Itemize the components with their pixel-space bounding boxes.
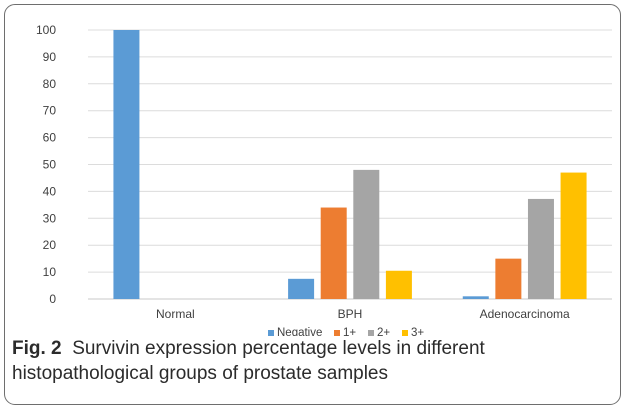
x-tick-label: BPH xyxy=(338,307,363,321)
bar xyxy=(462,296,489,299)
y-tick-label: 60 xyxy=(43,131,57,145)
x-tick-label: Adenocarcinoma xyxy=(480,307,570,321)
y-tick-label: 50 xyxy=(43,158,57,172)
bar xyxy=(385,270,412,299)
x-tick-label: Normal xyxy=(156,307,195,321)
legend-swatch xyxy=(268,330,274,336)
y-tick-label: 90 xyxy=(43,50,57,64)
bars xyxy=(113,30,587,299)
bar xyxy=(320,207,347,299)
y-tick-label: 40 xyxy=(43,184,57,198)
bar xyxy=(495,258,522,299)
bar-chart: 0 10 20 30 40 50 60 70 80 90 100 Normal BPH Adenocar… xyxy=(36,23,612,336)
y-tick-labels: 0 10 20 30 40 50 60 70 80 90 100 xyxy=(36,23,56,306)
bar xyxy=(288,278,315,299)
y-tick-label: 20 xyxy=(43,238,57,252)
legend: Negative 1+ 2+ 3+ xyxy=(268,327,424,336)
y-tick-label: 10 xyxy=(43,265,57,279)
legend-swatch xyxy=(334,330,340,336)
x-tick-labels: Normal BPH Adenocarcinoma xyxy=(156,307,570,321)
legend-label: 2+ xyxy=(377,327,390,336)
y-tick-label: 0 xyxy=(49,292,56,306)
legend-label: 1+ xyxy=(343,327,356,336)
y-tick-label: 80 xyxy=(43,77,57,91)
legend-label: Negative xyxy=(277,327,322,336)
figure-frame xyxy=(4,4,621,405)
y-tick-label: 70 xyxy=(43,104,57,118)
bar xyxy=(113,30,140,299)
figure-label: Fig. 2 xyxy=(12,338,62,359)
bar xyxy=(353,169,380,299)
bar xyxy=(527,198,554,299)
y-tick-label: 30 xyxy=(43,211,57,225)
legend-swatch xyxy=(368,330,374,336)
legend-label: 3+ xyxy=(411,327,424,336)
bar xyxy=(560,172,587,299)
legend-swatch xyxy=(402,330,408,336)
gridlines xyxy=(88,29,612,300)
y-tick-label: 100 xyxy=(36,23,56,37)
figure-caption: Fig. 2 Survivin expression percentage le… xyxy=(12,336,612,386)
caption-text: Survivin expression percentage levels in… xyxy=(12,338,485,384)
